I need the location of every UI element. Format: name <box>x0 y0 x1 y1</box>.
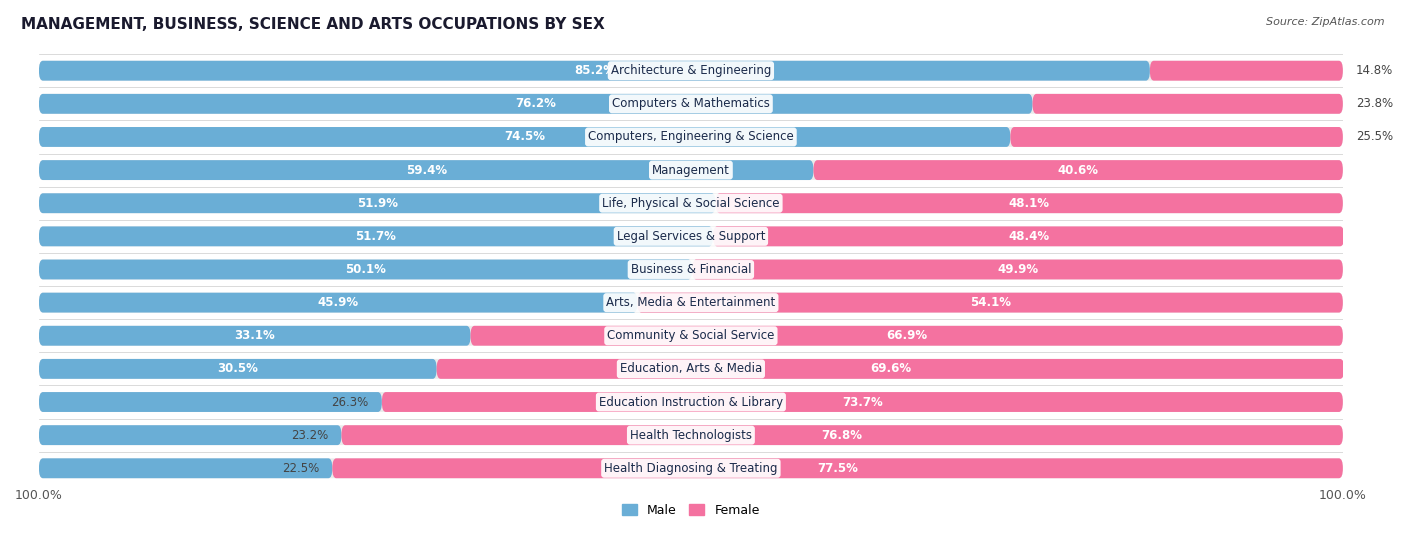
Text: 48.1%: 48.1% <box>1008 197 1050 210</box>
FancyBboxPatch shape <box>39 127 1011 147</box>
FancyBboxPatch shape <box>692 259 1343 280</box>
FancyBboxPatch shape <box>39 293 1343 312</box>
Text: Legal Services & Support: Legal Services & Support <box>617 230 765 243</box>
FancyBboxPatch shape <box>716 193 1343 213</box>
Text: Computers & Mathematics: Computers & Mathematics <box>612 97 770 110</box>
FancyBboxPatch shape <box>713 226 1344 247</box>
Text: Arts, Media & Entertainment: Arts, Media & Entertainment <box>606 296 776 309</box>
FancyBboxPatch shape <box>39 226 713 247</box>
Text: 76.8%: 76.8% <box>821 429 863 442</box>
FancyBboxPatch shape <box>39 61 1150 80</box>
Text: 51.9%: 51.9% <box>357 197 398 210</box>
Text: 50.1%: 50.1% <box>344 263 387 276</box>
Text: Life, Physical & Social Science: Life, Physical & Social Science <box>602 197 780 210</box>
Text: 77.5%: 77.5% <box>817 462 858 475</box>
Text: 30.5%: 30.5% <box>218 362 259 376</box>
Text: 85.2%: 85.2% <box>574 64 614 77</box>
Text: 74.5%: 74.5% <box>505 130 546 144</box>
Text: 23.2%: 23.2% <box>291 429 329 442</box>
FancyBboxPatch shape <box>39 359 1343 379</box>
FancyBboxPatch shape <box>39 425 342 445</box>
Text: Education, Arts & Media: Education, Arts & Media <box>620 362 762 376</box>
FancyBboxPatch shape <box>471 326 1343 345</box>
FancyBboxPatch shape <box>39 94 1032 114</box>
Text: 26.3%: 26.3% <box>332 396 368 409</box>
FancyBboxPatch shape <box>39 359 437 379</box>
FancyBboxPatch shape <box>1032 94 1343 114</box>
FancyBboxPatch shape <box>39 458 1343 478</box>
Text: 25.5%: 25.5% <box>1355 130 1393 144</box>
Text: 33.1%: 33.1% <box>235 329 276 342</box>
FancyBboxPatch shape <box>814 160 1343 180</box>
FancyBboxPatch shape <box>39 160 1343 180</box>
Text: Health Technologists: Health Technologists <box>630 429 752 442</box>
FancyBboxPatch shape <box>39 293 637 312</box>
FancyBboxPatch shape <box>39 226 1343 247</box>
FancyBboxPatch shape <box>1150 61 1343 80</box>
Text: 69.6%: 69.6% <box>870 362 911 376</box>
Text: Education Instruction & Library: Education Instruction & Library <box>599 396 783 409</box>
Text: Management: Management <box>652 164 730 177</box>
Text: Source: ZipAtlas.com: Source: ZipAtlas.com <box>1267 17 1385 27</box>
FancyBboxPatch shape <box>39 127 1343 147</box>
Text: 45.9%: 45.9% <box>318 296 359 309</box>
FancyBboxPatch shape <box>39 61 1343 80</box>
Text: 59.4%: 59.4% <box>406 164 447 177</box>
FancyBboxPatch shape <box>39 193 716 213</box>
FancyBboxPatch shape <box>342 425 1343 445</box>
FancyBboxPatch shape <box>39 259 1343 280</box>
Text: 40.6%: 40.6% <box>1057 164 1098 177</box>
Text: 73.7%: 73.7% <box>842 396 883 409</box>
FancyBboxPatch shape <box>39 392 1343 412</box>
FancyBboxPatch shape <box>332 458 1343 478</box>
FancyBboxPatch shape <box>39 458 332 478</box>
FancyBboxPatch shape <box>382 392 1343 412</box>
FancyBboxPatch shape <box>39 259 692 280</box>
Text: 76.2%: 76.2% <box>515 97 557 110</box>
Text: 54.1%: 54.1% <box>970 296 1011 309</box>
Legend: Male, Female: Male, Female <box>617 499 765 522</box>
Text: 48.4%: 48.4% <box>1008 230 1049 243</box>
FancyBboxPatch shape <box>39 326 471 345</box>
FancyBboxPatch shape <box>39 326 1343 345</box>
Text: MANAGEMENT, BUSINESS, SCIENCE AND ARTS OCCUPATIONS BY SEX: MANAGEMENT, BUSINESS, SCIENCE AND ARTS O… <box>21 17 605 32</box>
Text: 49.9%: 49.9% <box>997 263 1038 276</box>
FancyBboxPatch shape <box>1011 127 1343 147</box>
Text: 66.9%: 66.9% <box>886 329 927 342</box>
Text: 51.7%: 51.7% <box>356 230 396 243</box>
Text: Architecture & Engineering: Architecture & Engineering <box>610 64 770 77</box>
FancyBboxPatch shape <box>39 425 1343 445</box>
Text: 23.8%: 23.8% <box>1355 97 1393 110</box>
FancyBboxPatch shape <box>39 193 1343 213</box>
Text: Community & Social Service: Community & Social Service <box>607 329 775 342</box>
FancyBboxPatch shape <box>39 160 814 180</box>
Text: Computers, Engineering & Science: Computers, Engineering & Science <box>588 130 794 144</box>
Text: 22.5%: 22.5% <box>283 462 319 475</box>
Text: Health Diagnosing & Treating: Health Diagnosing & Treating <box>605 462 778 475</box>
FancyBboxPatch shape <box>637 293 1343 312</box>
Text: 14.8%: 14.8% <box>1355 64 1393 77</box>
FancyBboxPatch shape <box>39 94 1343 114</box>
FancyBboxPatch shape <box>437 359 1344 379</box>
FancyBboxPatch shape <box>39 392 382 412</box>
Text: Business & Financial: Business & Financial <box>631 263 751 276</box>
